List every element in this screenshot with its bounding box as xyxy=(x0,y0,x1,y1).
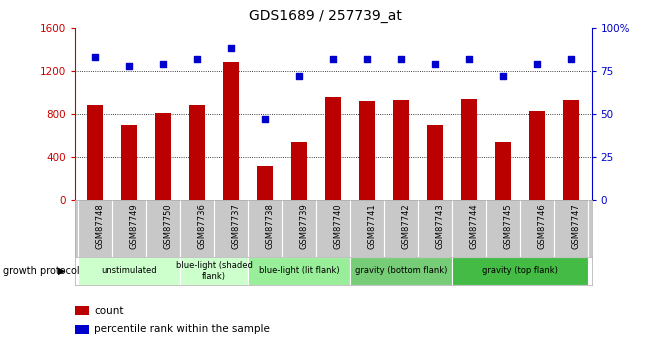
Text: blue-light (lit flank): blue-light (lit flank) xyxy=(259,266,339,275)
Text: GSM87743: GSM87743 xyxy=(435,203,444,249)
Bar xyxy=(462,99,476,200)
Text: GSM87741: GSM87741 xyxy=(367,203,376,248)
Point xyxy=(362,56,372,61)
Text: GSM87740: GSM87740 xyxy=(333,203,342,248)
Text: GSM87749: GSM87749 xyxy=(129,203,138,248)
Point xyxy=(90,54,100,60)
Point xyxy=(158,61,168,67)
Point xyxy=(464,56,474,61)
Text: GSM87737: GSM87737 xyxy=(231,203,240,249)
Bar xyxy=(393,100,409,200)
Point xyxy=(260,116,270,122)
Text: gravity (bottom flank): gravity (bottom flank) xyxy=(355,266,447,275)
Point xyxy=(226,46,237,51)
Bar xyxy=(88,105,103,200)
Point xyxy=(192,56,202,61)
Point xyxy=(294,73,304,79)
Text: growth protocol: growth protocol xyxy=(3,266,80,276)
Bar xyxy=(326,97,341,200)
Text: gravity (top flank): gravity (top flank) xyxy=(482,266,558,275)
Bar xyxy=(530,111,545,200)
Text: GSM87745: GSM87745 xyxy=(503,203,512,248)
Text: ▶: ▶ xyxy=(57,266,65,276)
Bar xyxy=(224,62,239,200)
Text: GSM87736: GSM87736 xyxy=(197,203,206,249)
Text: unstimulated: unstimulated xyxy=(101,266,157,275)
Bar xyxy=(452,257,588,285)
Text: GSM87739: GSM87739 xyxy=(299,203,308,249)
Text: GSM87742: GSM87742 xyxy=(401,203,410,248)
Bar xyxy=(291,142,307,200)
Point xyxy=(566,56,577,61)
Text: GSM87750: GSM87750 xyxy=(163,203,172,248)
Bar xyxy=(180,257,248,285)
Bar xyxy=(257,166,273,200)
Text: percentile rank within the sample: percentile rank within the sample xyxy=(94,325,270,334)
Text: GSM87746: GSM87746 xyxy=(537,203,546,249)
Bar xyxy=(564,100,578,200)
Bar xyxy=(122,125,136,200)
Bar xyxy=(428,125,443,200)
Point xyxy=(498,73,508,79)
Bar xyxy=(190,105,205,200)
Point xyxy=(328,56,338,61)
Text: GDS1689 / 257739_at: GDS1689 / 257739_at xyxy=(248,9,402,23)
Point xyxy=(124,63,135,68)
Bar xyxy=(78,257,180,285)
Text: GSM87748: GSM87748 xyxy=(95,203,104,249)
Point xyxy=(396,56,406,61)
Point xyxy=(532,61,542,67)
Text: blue-light (shaded
flank): blue-light (shaded flank) xyxy=(176,261,253,280)
Text: GSM87738: GSM87738 xyxy=(265,203,274,249)
Bar xyxy=(495,142,511,200)
Bar xyxy=(248,257,350,285)
Text: GSM87747: GSM87747 xyxy=(571,203,580,249)
Bar xyxy=(75,306,89,315)
Bar xyxy=(359,101,375,200)
Text: GSM87744: GSM87744 xyxy=(469,203,478,248)
Bar xyxy=(75,325,89,334)
Bar xyxy=(155,113,171,200)
Bar xyxy=(350,257,452,285)
Point xyxy=(430,61,440,67)
Text: count: count xyxy=(94,306,124,315)
